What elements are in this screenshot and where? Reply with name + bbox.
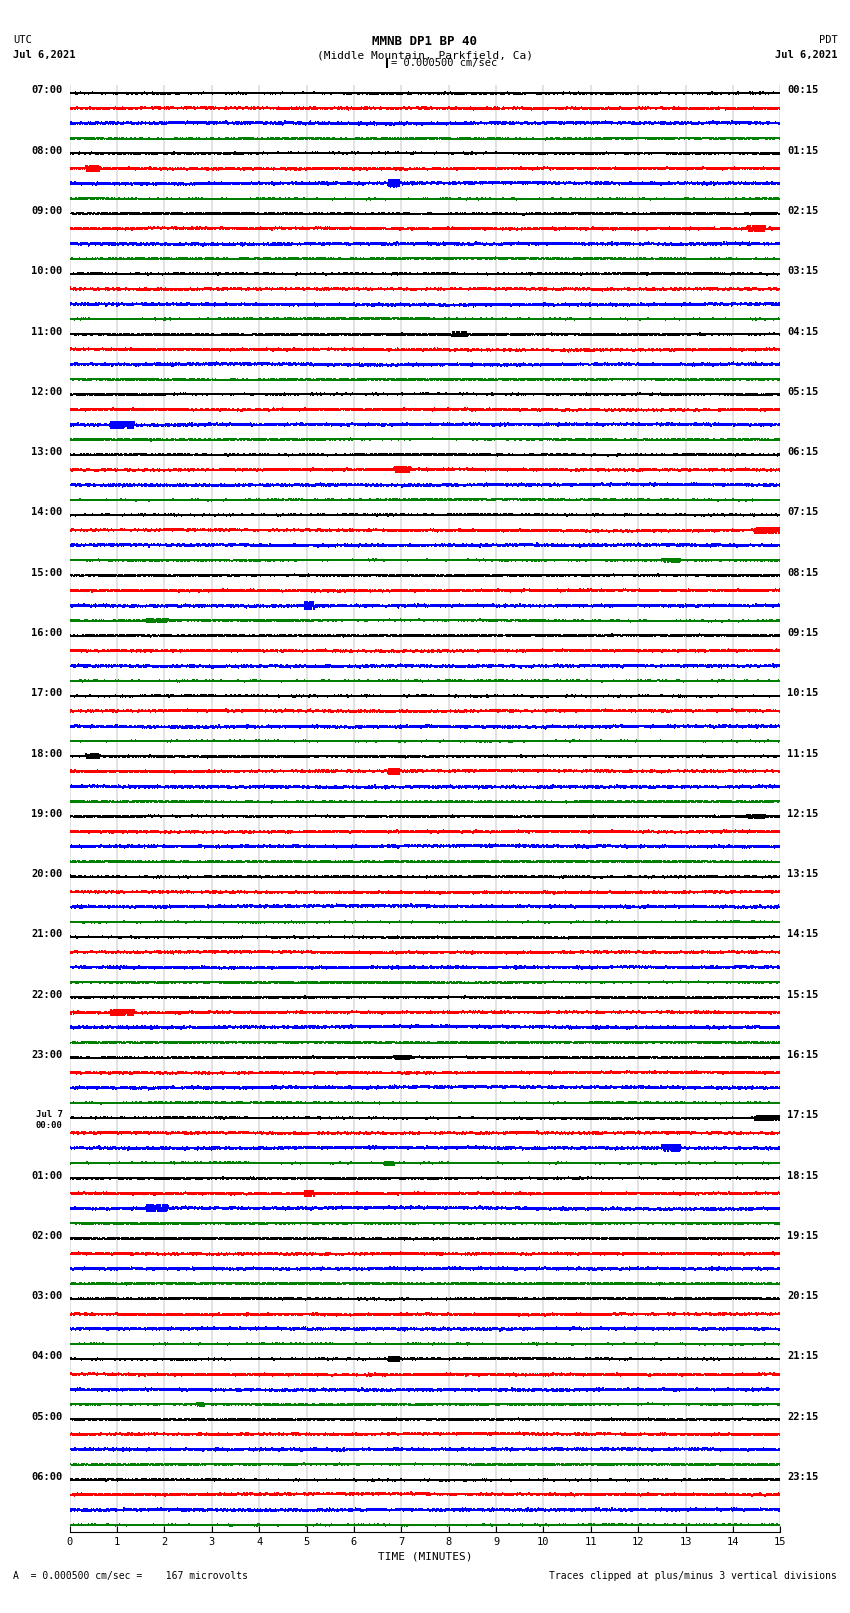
Text: 05:00: 05:00 [31, 1411, 63, 1421]
Text: Jul 7
00:00: Jul 7 00:00 [36, 1110, 63, 1129]
Text: 20:15: 20:15 [787, 1290, 819, 1302]
Text: 03:15: 03:15 [787, 266, 819, 276]
Text: 15:00: 15:00 [31, 568, 63, 577]
Text: 10:00: 10:00 [31, 266, 63, 276]
Text: 02:00: 02:00 [31, 1231, 63, 1240]
Text: 17:15: 17:15 [787, 1110, 819, 1121]
Text: 02:15: 02:15 [787, 206, 819, 216]
Text: Jul 6,2021: Jul 6,2021 [13, 50, 76, 60]
Text: 20:00: 20:00 [31, 869, 63, 879]
Text: 21:15: 21:15 [787, 1352, 819, 1361]
Text: 09:00: 09:00 [31, 206, 63, 216]
Text: 12:00: 12:00 [31, 387, 63, 397]
Text: 08:00: 08:00 [31, 145, 63, 156]
Text: UTC: UTC [13, 35, 31, 45]
Text: MMNB DP1 BP 40: MMNB DP1 BP 40 [372, 35, 478, 48]
Text: 21:00: 21:00 [31, 929, 63, 939]
Text: 19:00: 19:00 [31, 810, 63, 819]
Text: 19:15: 19:15 [787, 1231, 819, 1240]
Text: 01:15: 01:15 [787, 145, 819, 156]
Text: 01:00: 01:00 [31, 1171, 63, 1181]
Text: Jul 6,2021: Jul 6,2021 [774, 50, 837, 60]
Text: 00:15: 00:15 [787, 85, 819, 95]
Text: 14:15: 14:15 [787, 929, 819, 939]
Text: 08:15: 08:15 [787, 568, 819, 577]
Text: 18:15: 18:15 [787, 1171, 819, 1181]
Text: 11:00: 11:00 [31, 326, 63, 337]
Text: 10:15: 10:15 [787, 689, 819, 698]
Text: 15:15: 15:15 [787, 990, 819, 1000]
Text: 12:15: 12:15 [787, 810, 819, 819]
Text: 11:15: 11:15 [787, 748, 819, 758]
Text: 16:15: 16:15 [787, 1050, 819, 1060]
Text: = 0.000500 cm/sec: = 0.000500 cm/sec [391, 58, 497, 68]
Text: 16:00: 16:00 [31, 627, 63, 639]
Text: 03:00: 03:00 [31, 1290, 63, 1302]
Text: 05:15: 05:15 [787, 387, 819, 397]
Text: (Middle Mountain, Parkfield, Ca): (Middle Mountain, Parkfield, Ca) [317, 50, 533, 60]
Text: 23:15: 23:15 [787, 1473, 819, 1482]
Text: 23:00: 23:00 [31, 1050, 63, 1060]
Text: 13:15: 13:15 [787, 869, 819, 879]
Text: 07:00: 07:00 [31, 85, 63, 95]
X-axis label: TIME (MINUTES): TIME (MINUTES) [377, 1552, 473, 1561]
Text: 07:15: 07:15 [787, 508, 819, 518]
Text: 06:15: 06:15 [787, 447, 819, 456]
Text: 18:00: 18:00 [31, 748, 63, 758]
Text: 17:00: 17:00 [31, 689, 63, 698]
Text: 22:15: 22:15 [787, 1411, 819, 1421]
Text: 13:00: 13:00 [31, 447, 63, 456]
Text: 04:00: 04:00 [31, 1352, 63, 1361]
Text: PDT: PDT [819, 35, 837, 45]
Text: 14:00: 14:00 [31, 508, 63, 518]
Text: A  = 0.000500 cm/sec =    167 microvolts: A = 0.000500 cm/sec = 167 microvolts [13, 1571, 247, 1581]
Text: 06:00: 06:00 [31, 1473, 63, 1482]
Text: Traces clipped at plus/minus 3 vertical divisions: Traces clipped at plus/minus 3 vertical … [549, 1571, 837, 1581]
Text: 22:00: 22:00 [31, 990, 63, 1000]
Text: 09:15: 09:15 [787, 627, 819, 639]
Text: 04:15: 04:15 [787, 326, 819, 337]
